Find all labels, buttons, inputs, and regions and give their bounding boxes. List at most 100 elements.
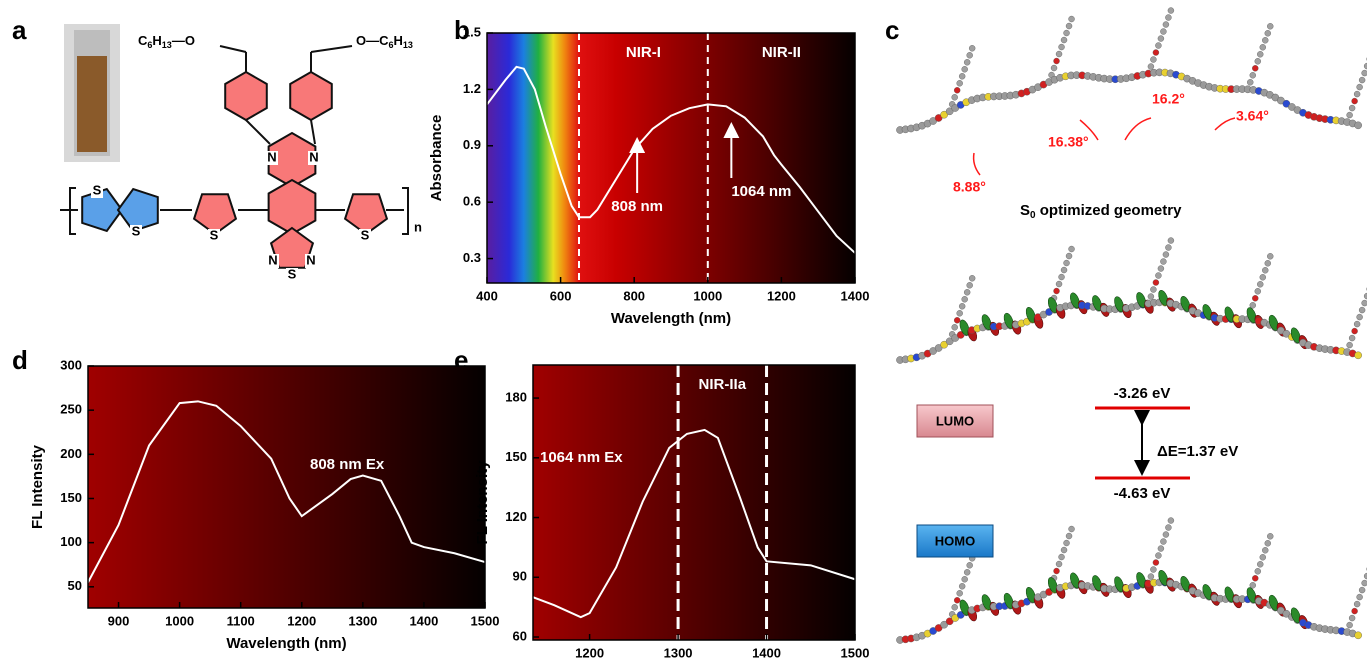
bond — [310, 45, 353, 53]
orbital — [981, 314, 992, 330]
atom — [1267, 533, 1274, 540]
atom — [1155, 552, 1162, 559]
plot-frame — [532, 364, 856, 641]
orbital — [959, 599, 970, 616]
atom-mask — [359, 229, 371, 243]
atom — [1358, 76, 1366, 84]
dihedral-angle: 8.88° — [953, 179, 986, 195]
bracket — [402, 187, 409, 235]
atom — [1150, 566, 1157, 573]
atom — [1147, 293, 1155, 300]
atom — [1363, 572, 1367, 580]
atom — [1165, 244, 1172, 251]
y-tick-label: 180 — [505, 389, 527, 404]
y-tick-label: 300 — [60, 357, 82, 372]
atom — [961, 296, 968, 303]
orbital — [1092, 575, 1102, 591]
atom-text: —O — [172, 33, 195, 48]
atom-mask — [305, 254, 317, 268]
atom — [1058, 273, 1065, 281]
atom — [1264, 260, 1271, 267]
atom — [1252, 575, 1259, 582]
atom — [1162, 251, 1170, 258]
atom-mask — [208, 229, 220, 243]
annotation-label: 1064 nm — [731, 183, 791, 200]
atom — [1053, 567, 1060, 575]
atom — [1353, 90, 1361, 98]
substituent: C6H13—O — [138, 33, 195, 50]
x-tick-label: 900 — [108, 613, 130, 628]
atom — [1254, 58, 1261, 65]
orbital — [1047, 297, 1058, 313]
atom — [953, 317, 961, 324]
x-tick-label: 1300 — [664, 645, 693, 660]
y-tick-label: 1.5 — [463, 24, 481, 39]
atom-mask — [308, 151, 320, 165]
atom — [1356, 83, 1363, 91]
dihedral-angle: 3.64° — [1236, 108, 1269, 124]
atom-mask — [130, 225, 142, 239]
atom — [951, 324, 958, 331]
atom — [1346, 621, 1353, 629]
atom — [1065, 252, 1073, 260]
atom-text: 6 — [389, 40, 394, 50]
atom — [956, 590, 963, 597]
homo-energy: -4.63 eV — [1114, 485, 1171, 502]
panel-label: b — [454, 15, 470, 45]
atom — [1167, 517, 1175, 524]
atom-label: S — [361, 227, 370, 242]
y-tick-label: 0.9 — [463, 137, 481, 152]
atom — [1053, 57, 1060, 65]
atom — [961, 66, 968, 73]
atom — [1058, 553, 1065, 561]
atom-text: H — [394, 33, 403, 48]
atom — [1361, 69, 1367, 77]
atom — [940, 340, 948, 349]
atom — [1157, 545, 1165, 552]
atom — [953, 87, 961, 94]
atom — [1165, 524, 1172, 531]
plot-background — [533, 365, 855, 640]
atom — [968, 275, 976, 282]
atom-text: 13 — [162, 40, 172, 50]
atom — [958, 303, 966, 310]
atom — [1262, 547, 1269, 554]
atom-text: C — [138, 33, 148, 48]
y-axis-title: FL Intensity — [29, 444, 46, 529]
atom-label: S — [210, 227, 219, 242]
panel-label: a — [12, 15, 27, 45]
x-tick-label: 1200 — [575, 645, 604, 660]
molecule-render — [896, 7, 1367, 644]
atom — [1259, 44, 1266, 51]
atom-text: 13 — [403, 40, 413, 50]
caption-text: S — [1020, 202, 1030, 219]
atom — [1063, 259, 1070, 267]
atom-label: S — [288, 266, 297, 281]
orbital — [1114, 576, 1124, 593]
orbital — [1224, 586, 1235, 603]
atom — [963, 569, 971, 576]
atom — [940, 620, 948, 629]
caption-text: optimized geometry — [1036, 202, 1183, 219]
repeat-unit: n — [414, 219, 422, 234]
atom — [1165, 14, 1172, 21]
atom — [1150, 286, 1157, 293]
bracket — [69, 187, 76, 235]
charts: NIR-I NIR-II 808 nm 1064 nm 400 600 800 1000 120… — [29, 24, 869, 660]
atom — [1160, 28, 1167, 35]
atom — [1363, 62, 1367, 70]
y-tick-label: 150 — [505, 449, 527, 464]
atom — [951, 94, 958, 101]
orbital — [1158, 569, 1169, 586]
atom — [1247, 79, 1254, 86]
y-tick-label: 100 — [60, 534, 82, 549]
atom — [1354, 351, 1362, 360]
atom-mask — [266, 151, 278, 165]
atom — [1065, 532, 1073, 540]
data-line — [532, 428, 856, 619]
annotation-label: 808 nm — [611, 198, 663, 215]
atom — [1346, 111, 1353, 119]
orbital — [1025, 306, 1036, 323]
dihedral-arrows — [972, 117, 1236, 176]
homo-button — [916, 524, 994, 558]
